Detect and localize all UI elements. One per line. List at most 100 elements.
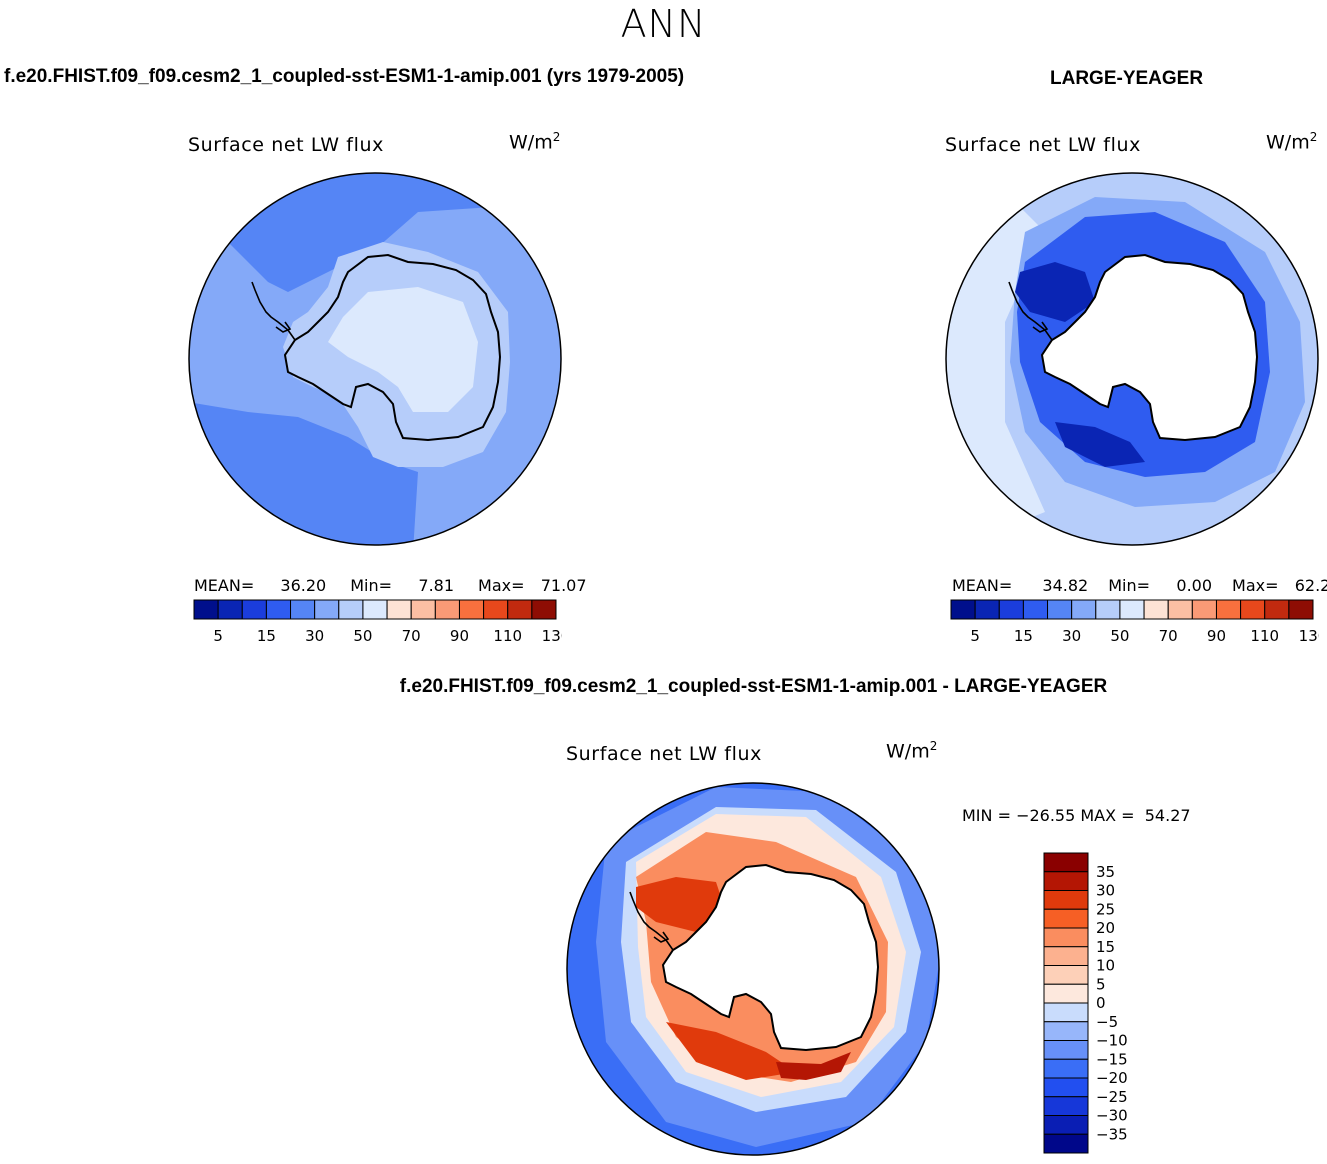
test-colorbar-tick-label: 15: [257, 627, 276, 645]
obs-colorbar-tick-label: 15: [1014, 627, 1033, 645]
diff-colorbar-swatch: [1043, 927, 1089, 948]
diff-colorbar-tick-label: −20: [1096, 1069, 1128, 1087]
test-map-antarctica-interior: [328, 287, 478, 412]
test-colorbar-swatch: [434, 599, 460, 620]
diff-colorbar-tick-label: 15: [1096, 938, 1115, 956]
test-stats: MEAN= 36.20 Min= 7.81 Max= 71.07: [194, 576, 587, 595]
test-colorbar-swatch: [290, 599, 316, 620]
test-colorbar-swatch: [362, 599, 388, 620]
obs-colorbar-swatch: [950, 599, 976, 620]
obs-units-base: W/m: [1266, 131, 1310, 154]
diff-colorbar-swatch: [1043, 890, 1089, 910]
diff-colorbar-swatch: [1043, 1058, 1089, 1079]
obs-colorbar-tick-label: 130: [1299, 627, 1319, 645]
test-units-exponent: 2: [552, 130, 561, 144]
diff-colorbar-tick-label: 10: [1096, 957, 1115, 975]
test-colorbar-swatch: [193, 599, 219, 620]
test-colorbar-swatch: [241, 599, 267, 620]
diff-colorbar-tick-label: 20: [1096, 919, 1115, 937]
test-colorbar-tick-label: 90: [450, 627, 469, 645]
diff-map-hot-south: [666, 1022, 796, 1080]
test-colorbar-swatch: [531, 599, 557, 620]
test-colorbar-swatch: [458, 599, 485, 620]
diff-colorbar-tick-label: −35: [1096, 1125, 1128, 1143]
diff-colorbar-swatch: [1043, 1077, 1089, 1098]
diff-units: W/m2: [886, 739, 937, 762]
diff-map-antarctica: [663, 865, 878, 1050]
obs-mean-label: MEAN=: [952, 576, 1013, 595]
diff-colorbar-swatch: [1043, 1133, 1089, 1154]
obs-case-title: LARGE-YEAGER: [1050, 68, 1204, 89]
test-polar-map: [188, 172, 562, 546]
test-colorbar-swatch: [507, 599, 533, 620]
test-map-peninsula: [251, 281, 296, 341]
test-colorbar-swatch: [338, 599, 364, 620]
diff-colorbar-swatch: [1043, 1002, 1089, 1023]
diff-colorbar-swatch: [1043, 908, 1089, 929]
diff-min-max: MIN = −26.55 MAX = 54.27: [962, 806, 1191, 825]
obs-colorbar-tick-label: 110: [1250, 627, 1279, 645]
diff-colorbar-swatch: [1043, 852, 1089, 873]
obs-colorbar-swatch: [1167, 599, 1193, 620]
obs-colorbar-swatch: [1288, 599, 1314, 620]
test-colorbar-swatch: [410, 599, 436, 620]
test-variable-title: Surface net LW flux: [188, 134, 384, 156]
obs-map-frame: [945, 172, 1319, 546]
obs-variable-title: Surface net LW flux: [945, 134, 1141, 156]
test-colorbar-swatch: [265, 599, 292, 620]
diff-colorbar-swatch: [1043, 1115, 1089, 1135]
diff-colorbar-swatch: [1043, 1040, 1089, 1060]
diff-colorbar-tick-label: −10: [1096, 1032, 1128, 1050]
obs-colorbar-swatch: [998, 599, 1024, 620]
test-units-base: W/m: [509, 131, 553, 154]
obs-colorbar-swatch: [1264, 599, 1290, 620]
diff-colorbar-swatch: [1043, 946, 1089, 966]
obs-map-peninsula: [1008, 281, 1053, 341]
diff-colorbar-tick-label: 5: [1096, 975, 1106, 993]
diff-map-hot-northwest: [636, 877, 726, 932]
test-map-frame: [188, 172, 562, 546]
obs-colorbar-swatch: [1047, 599, 1073, 620]
obs-colorbar-tick-label: 90: [1207, 627, 1226, 645]
obs-colorbar-swatch: [1143, 599, 1169, 620]
obs-colorbar-swatch: [1022, 599, 1049, 620]
diff-variable-title: Surface net LW flux: [566, 743, 762, 765]
diff-colorbar-tick-label: 0: [1096, 994, 1106, 1012]
diff-case-title: f.e20.FHIST.f09_f09.cesm2_1_coupled-sst-…: [399, 676, 1108, 697]
obs-colorbar-swatch: [1095, 599, 1121, 620]
obs-map-core-northwest: [1015, 262, 1095, 322]
diff-polar-map: [566, 782, 940, 1156]
diff-colorbar-swatch: [1043, 965, 1089, 985]
test-map-coastline: [283, 253, 502, 442]
diff-map-core-south: [776, 1052, 851, 1080]
obs-min-label: Min=: [1108, 576, 1151, 595]
obs-polar-map: [945, 172, 1319, 546]
obs-colorbar-tick-label: 30: [1062, 627, 1081, 645]
diff-colorbar-tick-label: −5: [1096, 1013, 1118, 1031]
test-min-value: 7.81: [418, 576, 455, 595]
obs-colorbar-swatch: [1240, 599, 1266, 620]
obs-min-value: 0.00: [1176, 576, 1213, 595]
obs-max-value: 62.21: [1294, 576, 1327, 595]
test-colorbar-tick-label: 30: [305, 627, 324, 645]
obs-colorbar-swatch: [974, 599, 1000, 620]
test-colorbar-tick-label: 50: [353, 627, 372, 645]
diff-units-exponent: 2: [929, 739, 938, 753]
diff-colorbar-tick-label: −25: [1096, 1088, 1128, 1106]
obs-colorbar-swatch: [1215, 599, 1242, 620]
test-min-label: Min=: [350, 576, 393, 595]
diff-map-frame: [566, 782, 940, 1156]
test-colorbar-tick-label: 110: [493, 627, 522, 645]
test-colorbar-tick-label: 5: [213, 627, 223, 645]
test-mean-label: MEAN=: [194, 576, 255, 595]
test-colorbar-swatch: [217, 599, 243, 620]
test-mean-value: 36.20: [280, 576, 327, 595]
test-colorbar-swatch: [386, 599, 412, 620]
diff-colorbar-tick-label: −15: [1096, 1050, 1128, 1068]
test-colorbar-swatch: [314, 599, 340, 620]
test-colorbar-tick-label: 130: [542, 627, 562, 645]
season-title: ANN: [620, 2, 707, 46]
diff-colorbar-tick-label: 30: [1096, 882, 1115, 900]
diff-colorbar-swatch: [1043, 1021, 1089, 1041]
